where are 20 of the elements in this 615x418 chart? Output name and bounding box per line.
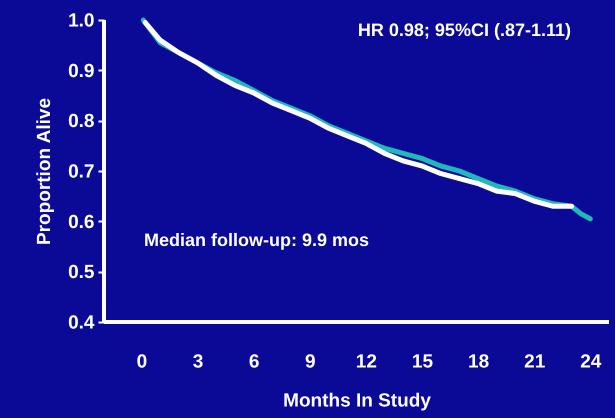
x-tick-label: 9 [304,352,316,372]
x-tick-label: 0 [136,352,148,372]
y-axis-title: Proportion Alive [34,98,56,246]
x-tick-label: 6 [248,352,260,372]
y-tick-label: 0.6 [68,212,94,233]
y-tick-label: 0.7 [68,162,94,182]
x-tick-label: 3 [192,352,204,372]
x-axis-title: Months In Study [283,390,432,412]
y-tick-label: 1.0 [68,10,94,32]
y-tick-label: 0.4 [68,312,95,334]
annotation: HR 0.98; 95%CI (.87-1.11) [358,20,571,40]
x-tick-label: 18 [468,352,490,372]
x-tick-label: 24 [580,352,602,372]
y-tick-label: 0.8 [68,111,94,132]
x-tick-label: 15 [412,352,434,372]
x-tick-label: 12 [356,352,377,372]
annotation: Median follow-up: 9.9 mos [144,230,370,250]
x-tick-label: 21 [524,352,546,372]
y-tick-label: 0.9 [68,60,94,82]
y-tick-label: 0.5 [68,262,95,284]
